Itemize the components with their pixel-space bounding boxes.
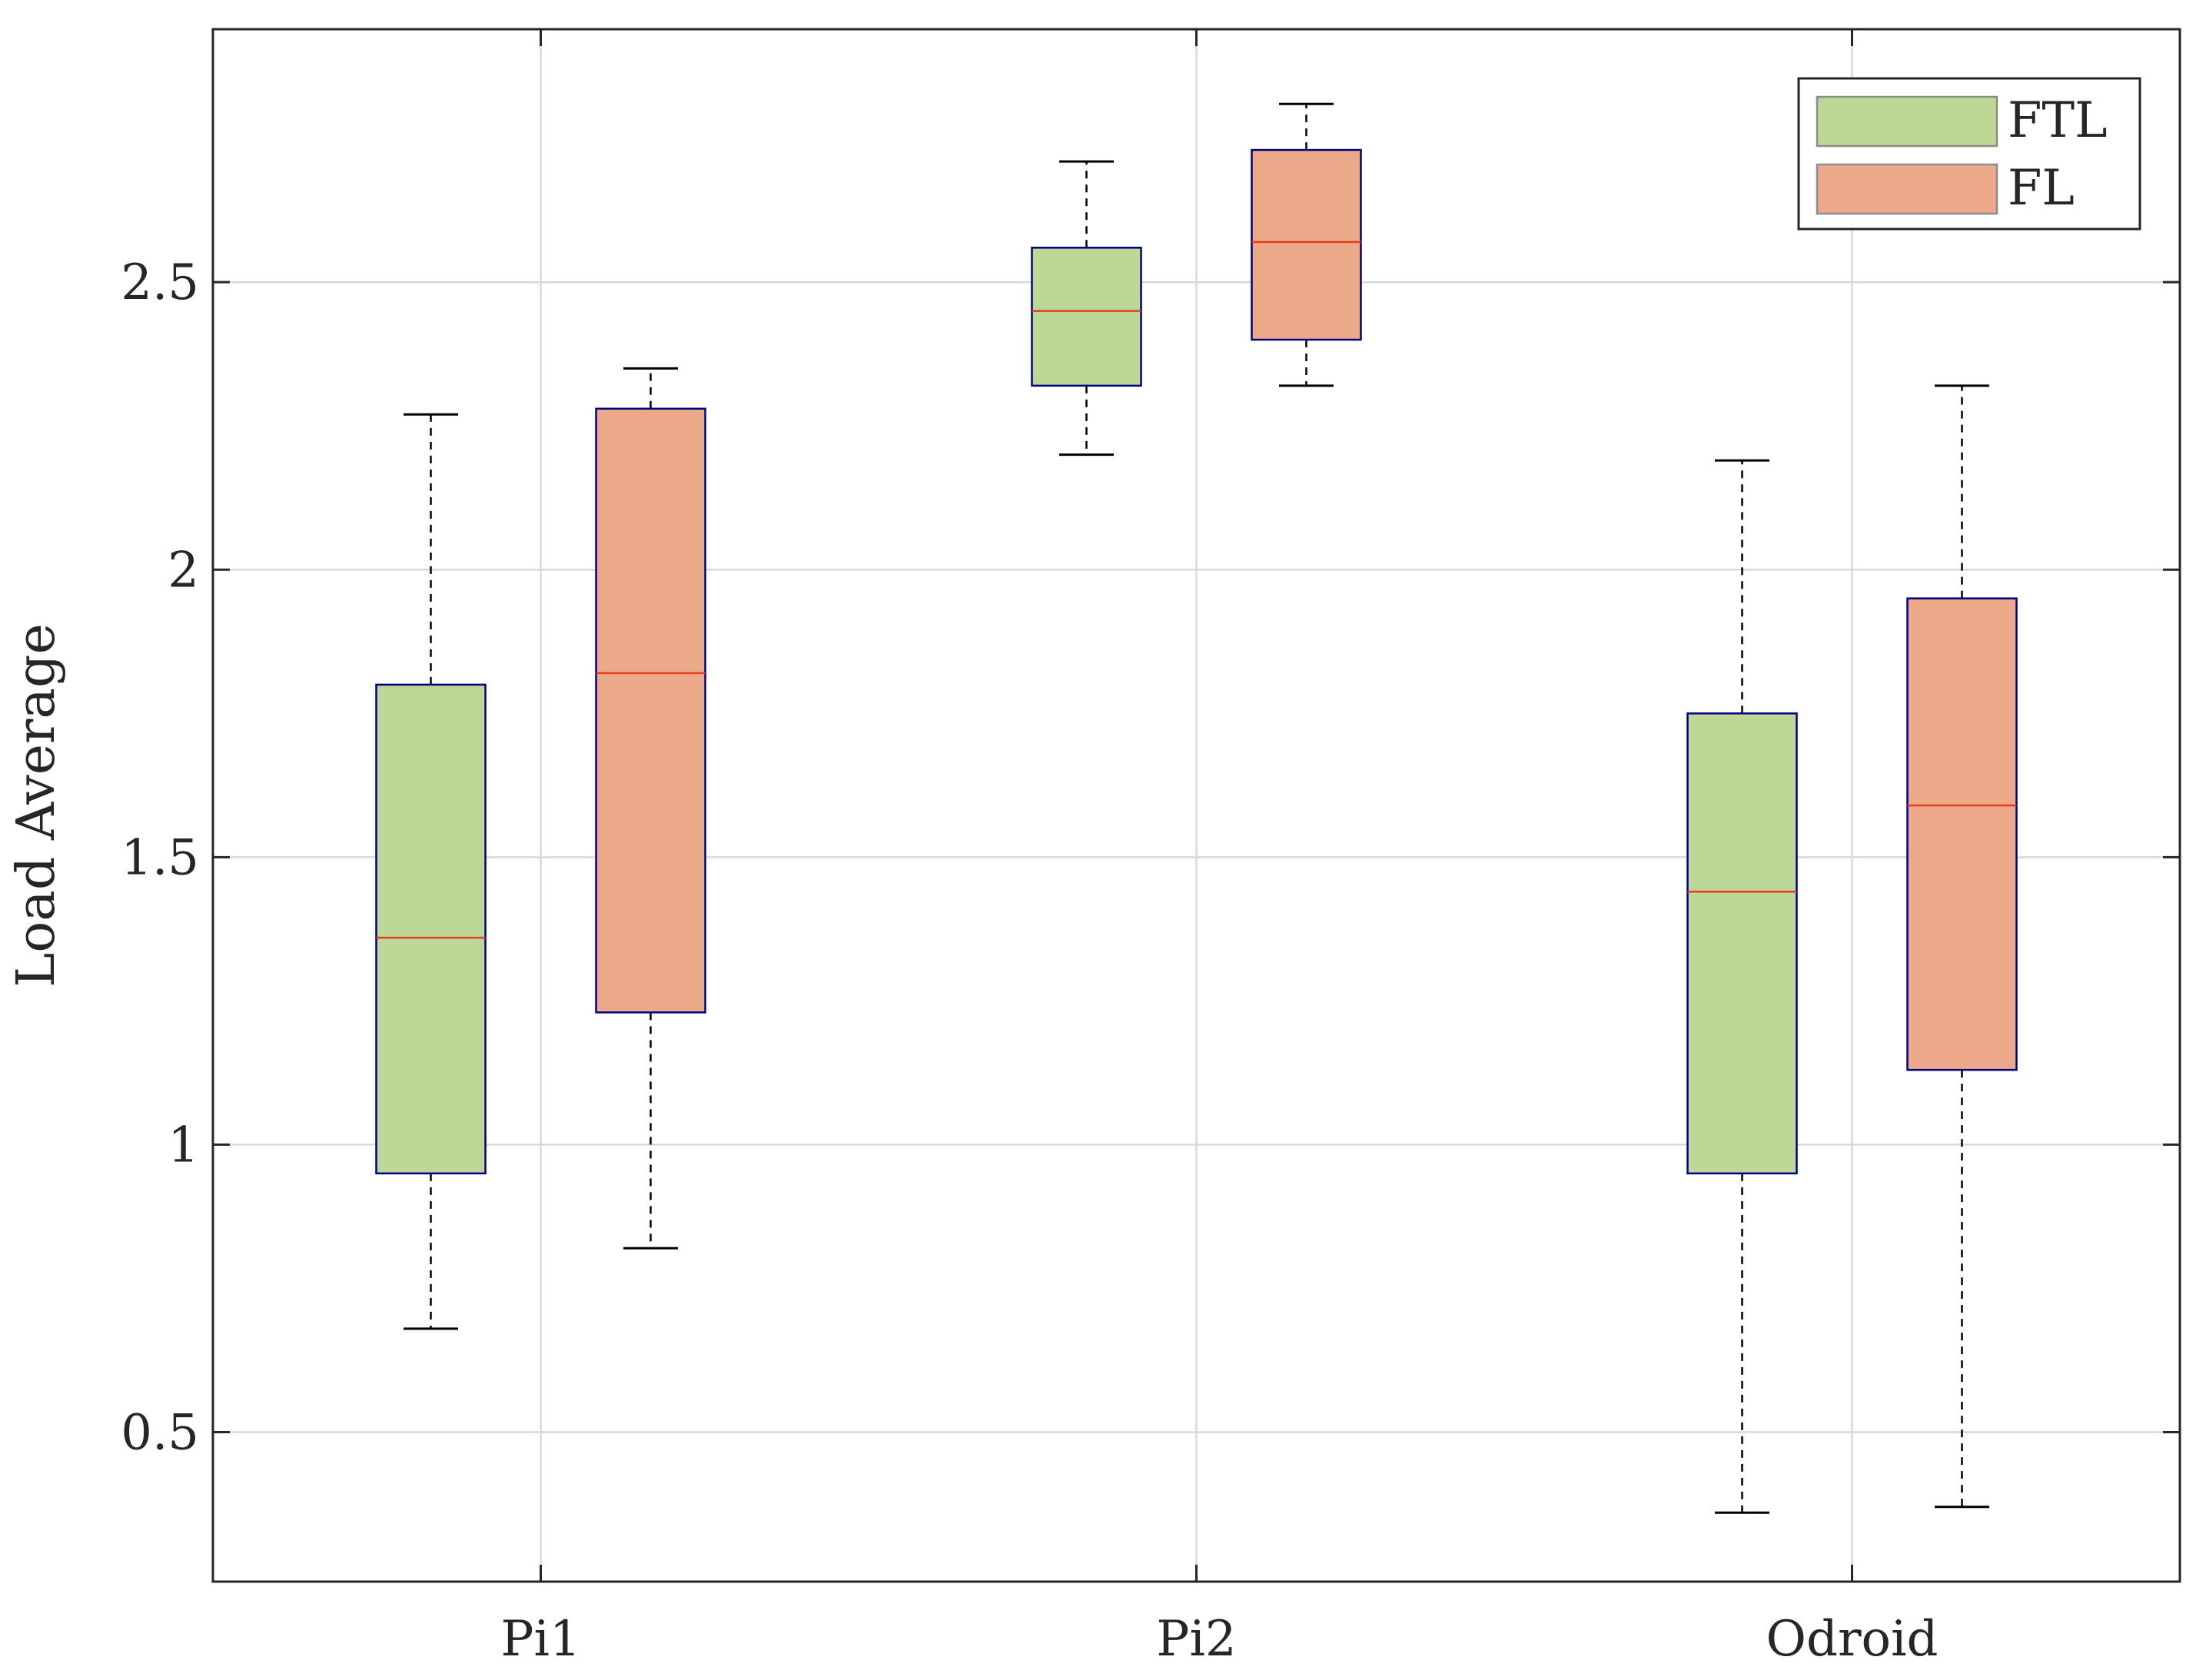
legend-label-ftl: FTL bbox=[2008, 92, 2108, 149]
y-tick-label: 1.5 bbox=[121, 829, 199, 886]
grid bbox=[213, 29, 2180, 1582]
box-group-fl-pi2 bbox=[1251, 102, 1362, 387]
y-tick-label: 2 bbox=[168, 542, 199, 599]
legend-label-fl: FL bbox=[2008, 160, 2075, 217]
legend: FTL FL bbox=[1797, 77, 2141, 231]
iqr-box bbox=[1906, 597, 2018, 1071]
y-axis-label: Load Average bbox=[6, 623, 67, 988]
ticks: 0.5 1 1.5 2 2.5 Pi1 Pi2 Odroid bbox=[121, 29, 2180, 1668]
iqr-box bbox=[1686, 712, 1798, 1175]
box-group-ftl-odroid bbox=[1686, 459, 1798, 1514]
box-group-fl-odroid bbox=[1906, 384, 2018, 1509]
box-group-ftl-pi1 bbox=[375, 413, 487, 1330]
x-tick-label: Pi2 bbox=[1156, 1611, 1236, 1668]
iqr-box bbox=[375, 683, 487, 1175]
iqr-box bbox=[1031, 247, 1142, 387]
box-group-ftl-pi2 bbox=[1031, 160, 1142, 457]
iqr-box bbox=[595, 407, 706, 1014]
x-tick-label: Pi1 bbox=[500, 1611, 580, 1668]
legend-swatch-ftl bbox=[1816, 95, 1998, 148]
box-group-fl-pi1 bbox=[595, 367, 706, 1250]
y-tick-label: 0.5 bbox=[121, 1404, 199, 1461]
x-tick-label: Odroid bbox=[1766, 1611, 1939, 1668]
y-tick-label: 2.5 bbox=[121, 254, 199, 311]
legend-swatch-fl bbox=[1816, 163, 1998, 215]
y-tick-label: 1 bbox=[168, 1117, 199, 1174]
boxes bbox=[375, 102, 2018, 1514]
iqr-box bbox=[1251, 148, 1362, 341]
